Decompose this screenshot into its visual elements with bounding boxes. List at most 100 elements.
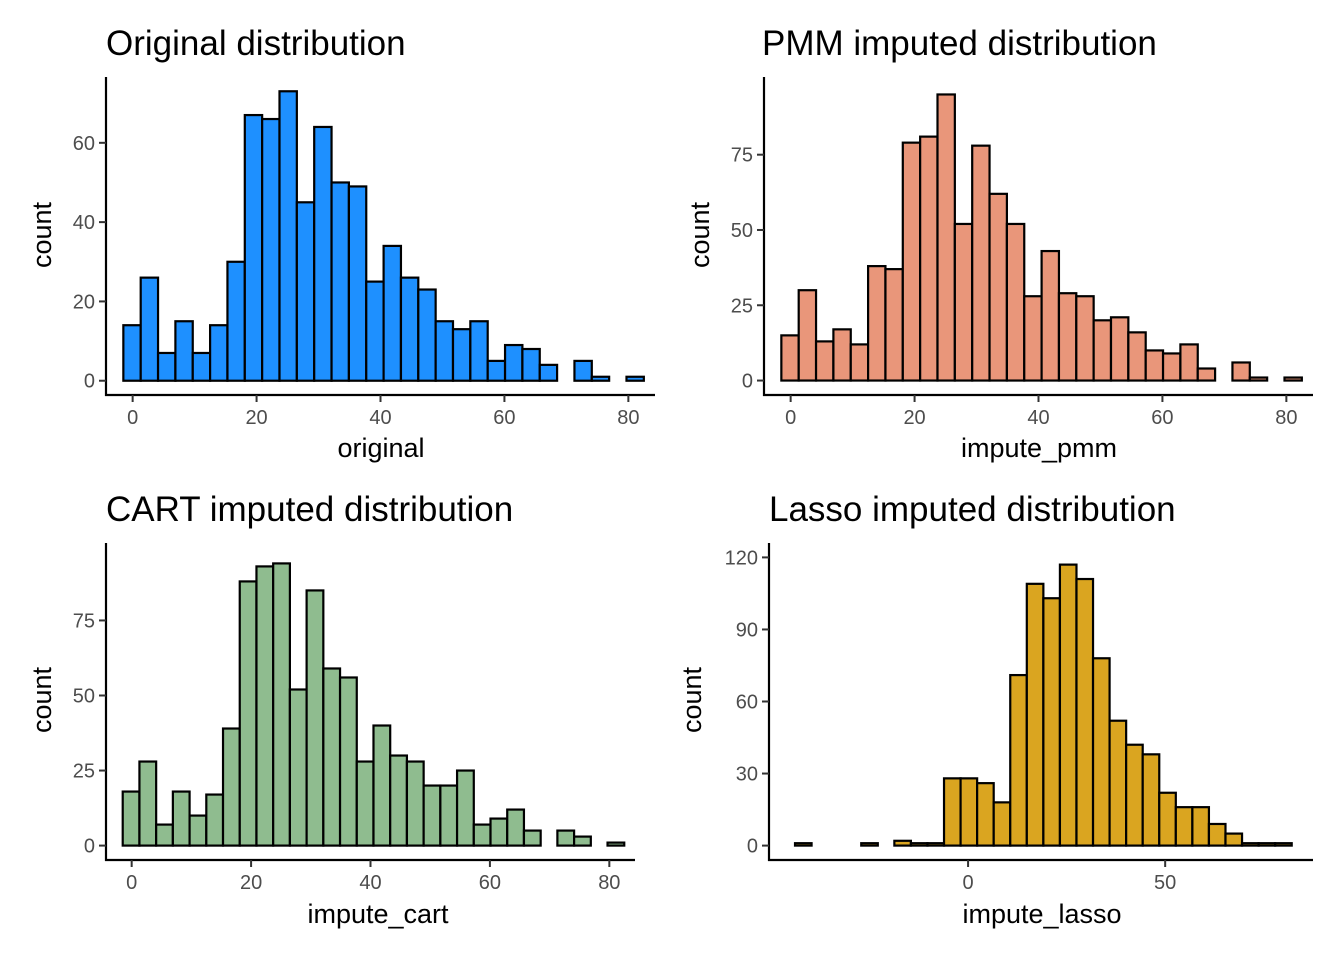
x-tick-label: 0 (963, 872, 974, 894)
histogram-bar (295, 201, 316, 382)
y-tick-label: 50 (73, 685, 95, 707)
histogram-bar (1125, 743, 1144, 847)
histogram-bar (909, 842, 929, 847)
histogram-bar (188, 814, 208, 847)
histogram-bar (174, 320, 194, 382)
histogram-bar (849, 343, 870, 382)
histogram-bar (451, 328, 472, 382)
histogram-bar (278, 90, 298, 382)
histogram-bar (365, 280, 385, 382)
histogram-bar (389, 754, 409, 847)
histogram-bar (1257, 842, 1277, 847)
y-axis-title: count (27, 201, 57, 268)
histogram-bar (793, 842, 813, 847)
histogram-bar (1091, 657, 1111, 847)
histogram-bar (590, 375, 611, 382)
histogram-bar (919, 135, 939, 382)
histogram-bar (1009, 673, 1028, 847)
y-tick-label: 90 (736, 619, 758, 641)
y-tick-label: 60 (73, 133, 95, 155)
histogram-bar (942, 777, 962, 847)
histogram-bar (347, 185, 368, 382)
histogram-bar (1283, 376, 1303, 382)
histogram-bar (1075, 295, 1095, 382)
y-tick-label: 120 (725, 547, 758, 569)
x-tick-label: 20 (245, 407, 267, 429)
y-tick-label: 50 (731, 220, 753, 242)
histogram-bar (503, 343, 524, 382)
histogram-bar (489, 817, 509, 847)
histogram-bar (992, 801, 1012, 847)
y-tick-label: 0 (84, 371, 95, 393)
histogram-bar (139, 276, 160, 382)
x-axis-title: impute_lasso (962, 899, 1121, 929)
histogram-bar (472, 823, 492, 847)
x-tick-label: 40 (1027, 407, 1049, 429)
histogram-bar (439, 784, 459, 847)
histogram-bar (1109, 316, 1130, 382)
histogram-bar (1240, 842, 1260, 847)
histogram-bar (522, 829, 542, 847)
histogram-bar (417, 288, 437, 382)
histogram-bar (208, 324, 229, 382)
x-tick-label: 60 (479, 872, 501, 894)
histogram-bar (322, 667, 342, 847)
x-tick-label: 20 (903, 407, 925, 429)
histogram-bar (1057, 292, 1078, 382)
y-tick-label: 0 (747, 836, 758, 858)
x-tick-label: 80 (598, 872, 620, 894)
histogram-bar (122, 324, 142, 382)
histogram-bar (288, 688, 308, 847)
histogram-bar (936, 93, 956, 382)
x-tick-label: 80 (617, 407, 639, 429)
x-tick-label: 50 (1154, 872, 1176, 894)
histogram-bar (1274, 842, 1293, 847)
histogram-bar (155, 823, 174, 847)
histogram-bar (1174, 806, 1194, 847)
histogram-bar (338, 676, 358, 847)
histogram-bar (1005, 222, 1026, 382)
y-axis-title: count (677, 666, 707, 733)
histogram-bar (988, 192, 1008, 382)
histogram-bar (226, 260, 246, 382)
histogram-bar (884, 268, 904, 382)
histogram-bar (1179, 343, 1199, 382)
histogram-bar (901, 141, 922, 382)
panel-title: Lasso imputed distribution (769, 490, 1176, 529)
x-tick-label: 80 (1275, 407, 1297, 429)
histogram-bar (832, 328, 852, 382)
y-tick-label: 0 (742, 371, 753, 393)
y-axis-title: count (685, 201, 715, 268)
histogram-bar (372, 724, 392, 847)
histogram-bar (1127, 331, 1147, 382)
x-axis-title: impute_pmm (961, 433, 1117, 463)
histogram-bar (405, 760, 425, 847)
histogram-bar (305, 589, 325, 847)
histogram-bar (860, 842, 879, 847)
histogram-bar (780, 334, 800, 382)
x-tick-label: 0 (785, 407, 796, 429)
histogram-bar (330, 181, 350, 382)
y-tick-label: 60 (736, 692, 758, 714)
histogram-bar (156, 351, 177, 382)
y-tick-label: 75 (731, 145, 753, 167)
x-tick-label: 40 (359, 872, 381, 894)
histogram-bar (355, 760, 375, 847)
histogram-bar (272, 562, 291, 847)
y-tick-label: 40 (73, 212, 95, 234)
histogram-bar (1248, 376, 1269, 382)
histogram-bar (138, 760, 158, 847)
x-axis-title: original (337, 433, 424, 463)
y-tick-label: 20 (73, 291, 95, 313)
histogram-bar (434, 320, 455, 382)
histogram-bar (953, 222, 974, 382)
x-tick-label: 0 (127, 407, 138, 429)
histogram-bar (893, 839, 913, 847)
histogram-bars (793, 563, 1293, 847)
histogram-bar (1092, 319, 1113, 382)
histogram-bar (1108, 719, 1128, 847)
panel-cart: CART imputed distribution impute_cart co… (27, 490, 635, 929)
histogram-bar (606, 841, 626, 847)
histogram-bar (1144, 349, 1165, 382)
